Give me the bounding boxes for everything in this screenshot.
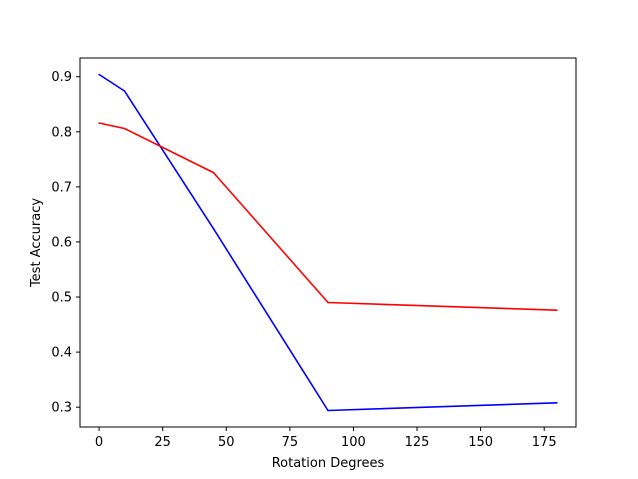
y-tick-label: 0.6 <box>51 235 72 250</box>
y-tick-label: 0.8 <box>51 125 72 140</box>
x-tick-label: 75 <box>282 435 299 450</box>
y-tick-label: 0.4 <box>51 346 72 361</box>
data-point <box>327 409 329 412</box>
y-axis: 0.3 0.4 0.5 0.6 0.7 0.8 0.9 <box>51 70 80 416</box>
plot-frame <box>79 57 577 428</box>
series-layer <box>98 73 558 412</box>
y-axis-label: Test Accuracy <box>29 198 44 288</box>
data-point <box>123 90 126 92</box>
x-tick-label: 25 <box>154 435 171 450</box>
x-tick-label: 50 <box>218 435 235 450</box>
data-point <box>98 122 100 124</box>
data-point <box>556 401 558 404</box>
y-tick-label: 0.7 <box>51 180 72 195</box>
x-tick-label: 175 <box>532 435 557 450</box>
data-point <box>556 309 558 312</box>
data-point <box>123 127 126 130</box>
data-point <box>327 301 329 304</box>
x-axis-label: Rotation Degrees <box>272 456 385 471</box>
data-point <box>98 73 100 76</box>
y-tick-label: 0.3 <box>51 401 72 416</box>
y-tick-label: 0.5 <box>51 291 72 306</box>
x-tick-label: 125 <box>405 435 430 450</box>
data-point <box>212 227 215 230</box>
x-tick-label: 100 <box>341 435 366 450</box>
x-tick-label: 150 <box>468 435 493 450</box>
data-point <box>212 171 215 174</box>
x-tick-label: 0 <box>95 435 103 450</box>
x-axis: 0 25 50 75 100 125 150 175 <box>95 427 557 450</box>
y-tick-label: 0.9 <box>51 70 72 85</box>
